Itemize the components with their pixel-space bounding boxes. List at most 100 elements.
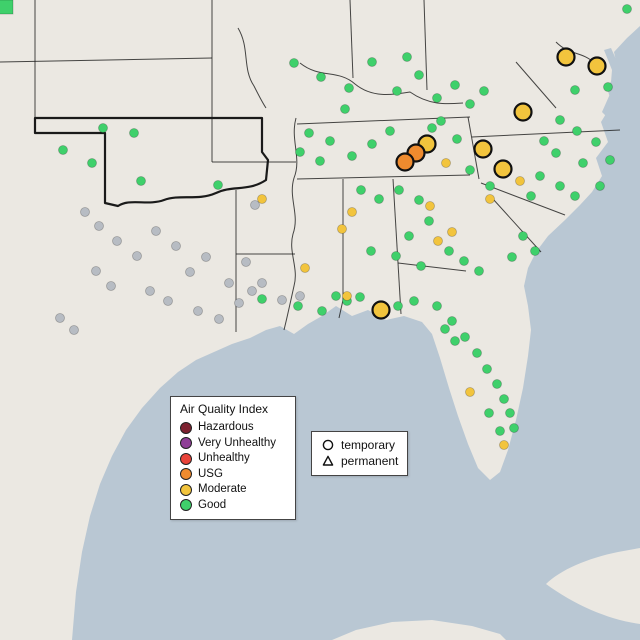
aqi-marker-good[interactable]	[432, 93, 442, 103]
aqi-marker-inactive[interactable]	[106, 281, 116, 291]
aqi-marker-good[interactable]	[509, 423, 519, 433]
aqi-marker-good[interactable]	[374, 194, 384, 204]
aqi-marker-good[interactable]	[482, 364, 492, 374]
aqi-marker-good[interactable]	[436, 116, 446, 126]
aqi-marker-moderate[interactable]	[465, 387, 475, 397]
aqi-marker-good[interactable]	[367, 57, 377, 67]
aqi-marker-good[interactable]	[98, 123, 108, 133]
aqi-marker-good[interactable]	[136, 176, 146, 186]
aqi-marker-good[interactable]	[551, 148, 561, 158]
aqi-marker-good[interactable]	[492, 379, 502, 389]
aqi-marker-good[interactable]	[485, 181, 495, 191]
aqi-marker-good[interactable]	[293, 301, 303, 311]
aqi-marker-inactive[interactable]	[295, 291, 305, 301]
aqi-marker-good[interactable]	[356, 185, 366, 195]
aqi-marker-moderate[interactable]	[337, 224, 347, 234]
aqi-marker-good[interactable]	[424, 216, 434, 226]
aqi-marker-good[interactable]	[427, 123, 437, 133]
aqi-marker-good[interactable]	[316, 72, 326, 82]
aqi-marker-good[interactable]	[474, 266, 484, 276]
aqi-marker-moderate[interactable]	[515, 176, 525, 186]
aqi-marker-inactive[interactable]	[250, 200, 260, 210]
aqi-marker-good[interactable]	[129, 128, 139, 138]
aqi-marker-inactive[interactable]	[185, 267, 195, 277]
aqi-marker-good[interactable]	[603, 82, 613, 92]
aqi-marker-good[interactable]	[452, 134, 462, 144]
aqi-marker-good[interactable]	[530, 246, 540, 256]
aqi-marker-good[interactable]	[416, 261, 426, 271]
aqi-marker-good[interactable]	[87, 158, 97, 168]
aqi-marker-inactive[interactable]	[241, 257, 251, 267]
aqi-marker-good[interactable]	[394, 185, 404, 195]
aqi-marker-inactive[interactable]	[247, 286, 257, 296]
aqi-marker-moderate[interactable]	[425, 201, 435, 211]
aqi-marker-inactive[interactable]	[224, 278, 234, 288]
aqi-marker-good[interactable]	[459, 256, 469, 266]
aqi-marker-good[interactable]	[505, 408, 515, 418]
aqi-marker-good[interactable]	[472, 348, 482, 358]
aqi-marker-good[interactable]	[295, 147, 305, 157]
aqi-marker-moderate-temporary[interactable]	[371, 300, 391, 320]
aqi-marker-good[interactable]	[257, 294, 267, 304]
aqi-marker-good[interactable]	[392, 86, 402, 96]
aqi-marker-inactive[interactable]	[151, 226, 161, 236]
aqi-marker-moderate[interactable]	[433, 236, 443, 246]
aqi-marker-moderate[interactable]	[441, 158, 451, 168]
aqi-marker-good[interactable]	[450, 336, 460, 346]
aqi-marker-inactive[interactable]	[257, 278, 267, 288]
aqi-marker-good[interactable]	[304, 128, 314, 138]
aqi-marker-inactive[interactable]	[201, 252, 211, 262]
aqi-marker-good[interactable]	[518, 231, 528, 241]
aqi-marker-good[interactable]	[315, 156, 325, 166]
aqi-marker-good[interactable]	[340, 104, 350, 114]
aqi-marker-good[interactable]	[317, 306, 327, 316]
aqi-marker-good[interactable]	[347, 151, 357, 161]
aqi-marker-good[interactable]	[622, 4, 632, 14]
aqi-marker-good[interactable]	[414, 70, 424, 80]
aqi-marker-inactive[interactable]	[234, 298, 244, 308]
aqi-marker-moderate[interactable]	[342, 291, 352, 301]
aqi-marker-good[interactable]	[213, 180, 223, 190]
aqi-marker-moderate-temporary[interactable]	[493, 159, 513, 179]
aqi-marker-inactive[interactable]	[80, 207, 90, 217]
aqi-marker-good[interactable]	[402, 52, 412, 62]
aqi-marker-good[interactable]	[355, 292, 365, 302]
aqi-marker-good[interactable]	[393, 301, 403, 311]
aqi-marker-good[interactable]	[391, 251, 401, 261]
aqi-marker-good[interactable]	[595, 181, 605, 191]
aqi-marker-good[interactable]	[465, 165, 475, 175]
aqi-marker-good[interactable]	[591, 137, 601, 147]
aqi-marker-good[interactable]	[440, 324, 450, 334]
aqi-marker-inactive[interactable]	[112, 236, 122, 246]
aqi-marker-moderate[interactable]	[447, 227, 457, 237]
aqi-marker-good[interactable]	[484, 408, 494, 418]
aqi-marker-moderate[interactable]	[257, 194, 267, 204]
aqi-marker-good[interactable]	[367, 139, 377, 149]
aqi-marker-inactive[interactable]	[145, 286, 155, 296]
aqi-marker-good[interactable]	[570, 191, 580, 201]
aqi-marker-inactive[interactable]	[163, 296, 173, 306]
aqi-marker-good[interactable]	[331, 291, 341, 301]
aqi-marker-good[interactable]	[555, 181, 565, 191]
aqi-marker-inactive[interactable]	[94, 221, 104, 231]
aqi-marker-good[interactable]	[366, 246, 376, 256]
aqi-marker-moderate[interactable]	[499, 440, 509, 450]
aqi-marker-inactive[interactable]	[193, 306, 203, 316]
aqi-marker-good[interactable]	[578, 158, 588, 168]
aqi-marker-moderate[interactable]	[347, 207, 357, 217]
aqi-marker-moderate-temporary[interactable]	[513, 102, 533, 122]
aqi-marker-inactive[interactable]	[132, 251, 142, 261]
aqi-marker-good[interactable]	[0, 0, 14, 15]
aqi-marker-good[interactable]	[535, 171, 545, 181]
aqi-marker-good[interactable]	[289, 58, 299, 68]
aqi-marker-good[interactable]	[572, 126, 582, 136]
aqi-marker-good[interactable]	[325, 136, 335, 146]
aqi-marker-good[interactable]	[539, 136, 549, 146]
aqi-marker-moderate[interactable]	[300, 263, 310, 273]
aqi-marker-good[interactable]	[58, 145, 68, 155]
aqi-marker-good[interactable]	[450, 80, 460, 90]
aqi-marker-good[interactable]	[495, 426, 505, 436]
aqi-marker-good[interactable]	[507, 252, 517, 262]
aqi-marker-good[interactable]	[444, 246, 454, 256]
